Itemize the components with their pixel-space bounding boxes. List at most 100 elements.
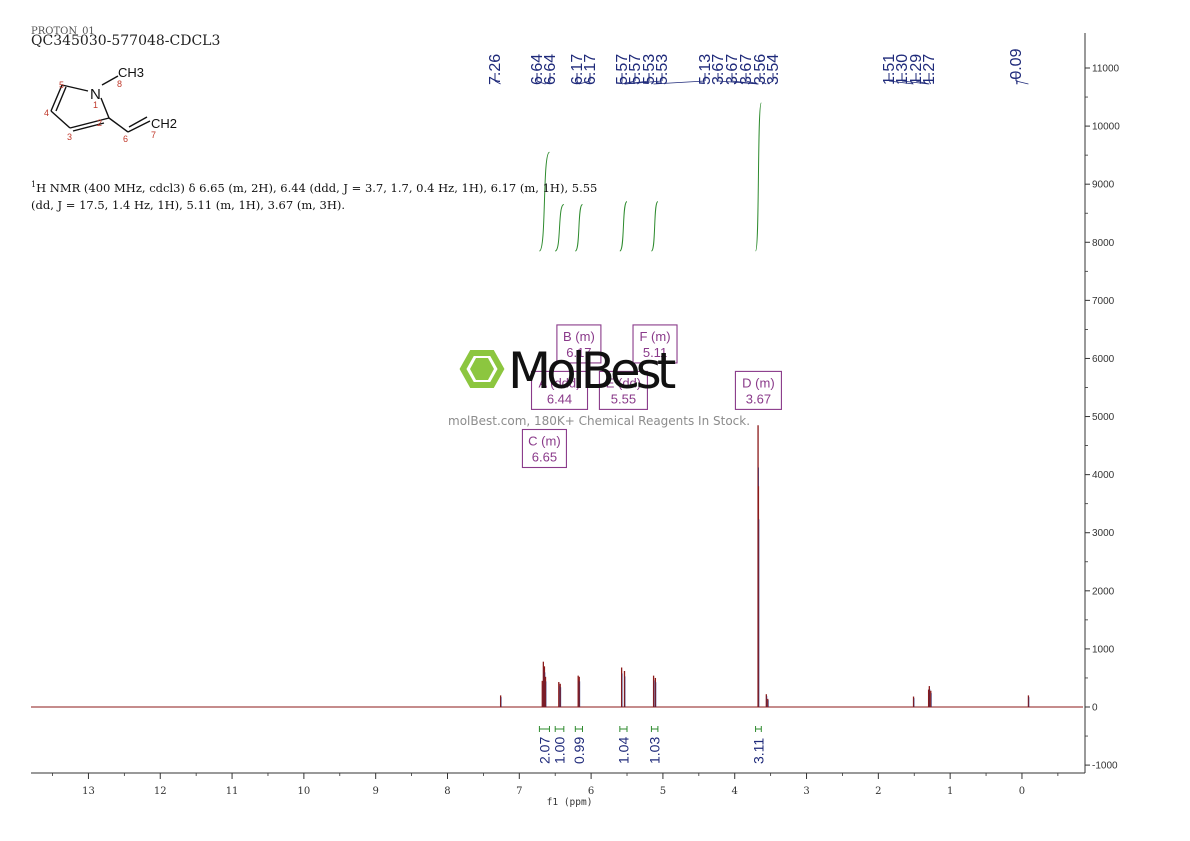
peak-label-leader-link bbox=[494, 80, 501, 85]
multiplet-value: 6.44 bbox=[547, 391, 572, 406]
peak-label: 5.53 bbox=[641, 54, 658, 85]
peak-labels: 7.26 6.646.64 6.176.17 5.575.575.535.53 5.13… bbox=[487, 48, 1029, 85]
multiplet-label: C (m) bbox=[528, 433, 561, 448]
peak-label: 3.67 bbox=[710, 54, 727, 85]
peak-label-leader-link bbox=[653, 80, 706, 85]
molecule-structure: CH3 N CH2 8 1 2 3 4 5 6 7 bbox=[44, 65, 177, 144]
integral-value: 2.07 bbox=[536, 737, 552, 764]
peak-label: 6.17 bbox=[582, 54, 599, 85]
integral-curve bbox=[554, 204, 565, 252]
multiplet-label: A (ddd) bbox=[539, 375, 581, 390]
peak-label: 3.67 bbox=[724, 54, 741, 85]
integral-curve bbox=[538, 151, 550, 252]
peak-label-leader-link bbox=[928, 80, 932, 85]
peak-label: 3.56 bbox=[752, 54, 769, 85]
y-axis: 1100010000900080007000600050004000300020… bbox=[1084, 33, 1120, 773]
y-tick-label: 2000 bbox=[1092, 586, 1115, 597]
peak-label-leader-link bbox=[915, 80, 930, 85]
peak-label-leader-link bbox=[731, 80, 759, 85]
y-tick-label: 1000 bbox=[1092, 644, 1115, 655]
integral-curve bbox=[755, 102, 762, 252]
peak-label: 5.53 bbox=[654, 54, 671, 85]
peak-label: 1.30 bbox=[894, 54, 911, 85]
multiplet-box bbox=[556, 324, 602, 364]
peak-label-leader-link bbox=[745, 80, 759, 85]
y-tick-label: 0 bbox=[1092, 703, 1098, 714]
sample-code: PROTON_01 QC345030-577048-CDCL3 bbox=[31, 26, 221, 49]
multiplet-box bbox=[530, 370, 589, 410]
multiplet-label: F (m) bbox=[639, 329, 670, 344]
x-tick-label: 5 bbox=[660, 786, 666, 797]
x-tick-label: 1 bbox=[947, 786, 953, 797]
peak-label: 3.67 bbox=[738, 54, 755, 85]
multiplet-value: 6.17 bbox=[566, 345, 591, 360]
x-axis: 13 12 11 10 9 8 7 6 5 4 3 2 1 0f1 (ppm) bbox=[31, 772, 1085, 808]
x-tick-label: 12 bbox=[154, 786, 167, 797]
multiplet-value: 5.11 bbox=[643, 345, 667, 360]
integral-curve bbox=[619, 201, 628, 252]
peak-label: 3.54 bbox=[765, 54, 782, 85]
atom-number-4: 4 bbox=[44, 108, 49, 118]
y-tick-label: 4000 bbox=[1092, 470, 1115, 481]
peak-label-leader-link bbox=[624, 80, 663, 85]
x-tick-label: 13 bbox=[82, 786, 95, 797]
y-tick-label: 9000 bbox=[1092, 180, 1115, 191]
nmr-summary-text: H NMR (400 MHz, cdcl3) δ 6.65 (m, 2H), 6… bbox=[31, 180, 598, 212]
atom-label-nitrogen: N bbox=[90, 86, 101, 103]
multiplet-box bbox=[734, 370, 782, 410]
x-tick-label: 3 bbox=[803, 786, 809, 797]
peak-label-leader-link bbox=[759, 80, 767, 85]
y-tick-label: -1000 bbox=[1092, 761, 1118, 772]
peak-label-leader-link bbox=[621, 80, 636, 85]
multiplet-box bbox=[632, 324, 678, 364]
peak-label: 5.13 bbox=[697, 54, 714, 85]
peak-label: 7.26 bbox=[487, 54, 504, 85]
x-tick-label: 9 bbox=[372, 786, 378, 797]
molbest-logo-icon bbox=[459, 350, 505, 388]
atom-number-6: 6 bbox=[123, 134, 128, 144]
integral-value: 3.11 bbox=[750, 738, 766, 764]
y-tick-label: 6000 bbox=[1092, 354, 1115, 365]
peak-label: -0.09 bbox=[1008, 48, 1025, 85]
atom-number-1: 1 bbox=[93, 100, 98, 110]
peak-label-leader-link bbox=[578, 80, 591, 85]
y-tick-label: 8000 bbox=[1092, 238, 1115, 249]
atom-number-2: 2 bbox=[97, 118, 102, 128]
multiplet-label: D (m) bbox=[742, 375, 775, 390]
integral-value: 0.99 bbox=[571, 737, 587, 764]
peak-label-leader-link bbox=[536, 80, 546, 85]
nmr-summary: 1H NMR (400 MHz, cdcl3) δ 6.65 (m, 2H), … bbox=[31, 176, 601, 214]
x-tick-label: 4 bbox=[732, 786, 738, 797]
peak-label: 1.27 bbox=[921, 54, 938, 85]
peak-label-leader-link bbox=[576, 80, 580, 85]
watermark-brand: MolBest bbox=[508, 342, 676, 400]
y-tick-label: 3000 bbox=[1092, 528, 1115, 539]
peak-label-leader-link bbox=[888, 80, 914, 85]
sample-code-text: QC345030-577048-CDCL3 bbox=[31, 33, 221, 49]
peak-label: 5.57 bbox=[614, 54, 631, 85]
integral-value: 1.03 bbox=[647, 737, 663, 764]
peak-label: 6.64 bbox=[529, 54, 546, 85]
x-tick-label: 6 bbox=[588, 786, 594, 797]
integral-curve bbox=[574, 204, 583, 252]
peak-label-leader-link bbox=[767, 80, 774, 85]
peak-label: 5.57 bbox=[627, 54, 644, 85]
atom-number-3: 3 bbox=[67, 132, 72, 142]
peak-label: 6.64 bbox=[542, 54, 559, 85]
nmr-superscript: 1 bbox=[31, 180, 37, 189]
x-tick-label: 0 bbox=[1019, 786, 1025, 797]
multiplet-label: B (m) bbox=[563, 329, 595, 344]
y-tick-label: 7000 bbox=[1092, 296, 1115, 307]
integral-curves bbox=[538, 102, 762, 252]
spectrum-series bbox=[31, 425, 1083, 708]
multiplet-box bbox=[598, 370, 648, 410]
multiplet-annotations: B (m)6.17 F (m)5.11 A (ddd)6.44 E (dd)5.55 D… bbox=[521, 324, 782, 469]
atom-number-7: 7 bbox=[151, 130, 156, 140]
x-tick-label: 10 bbox=[298, 786, 311, 797]
x-tick-label: 7 bbox=[516, 786, 522, 797]
peak-label-leader-link bbox=[1015, 80, 1029, 85]
integral-region-marks: 2.07 1.00 0.99 1.04 1.03 3.11 bbox=[536, 726, 766, 764]
multiplet-value: 5.55 bbox=[611, 391, 636, 406]
multiplet-value: 3.67 bbox=[746, 391, 771, 406]
peak-label: 1.29 bbox=[908, 54, 925, 85]
